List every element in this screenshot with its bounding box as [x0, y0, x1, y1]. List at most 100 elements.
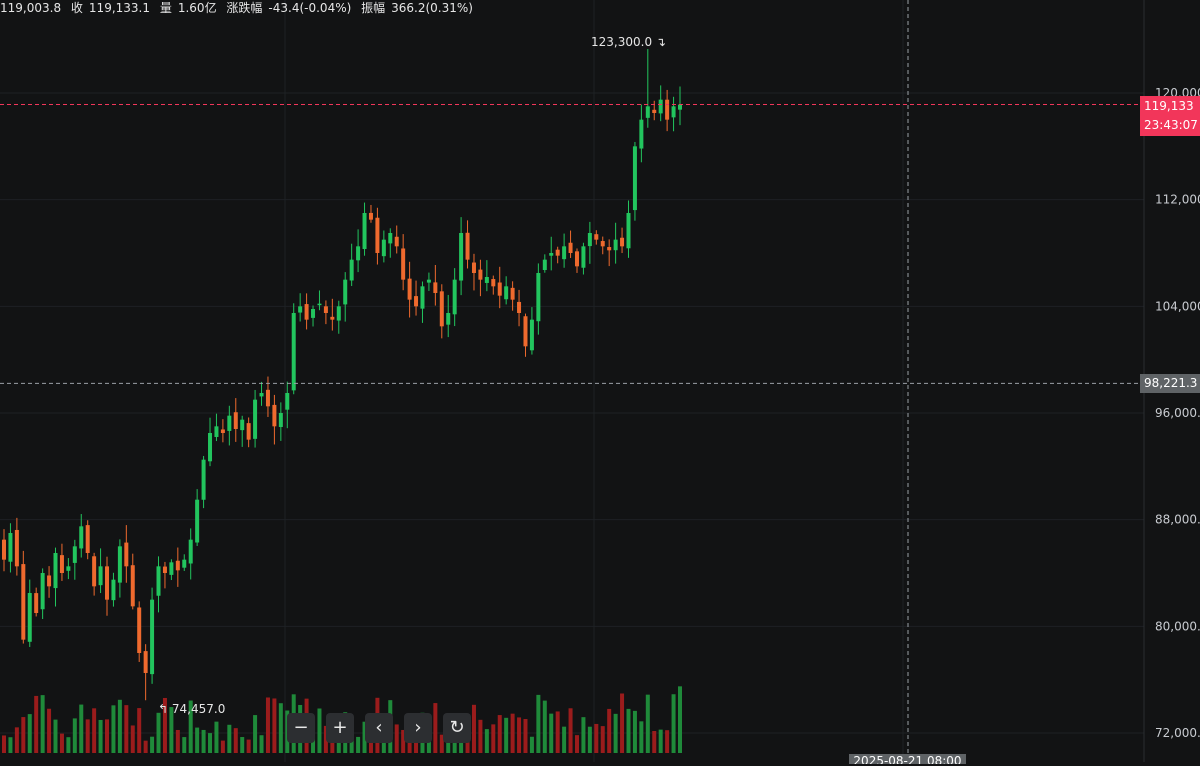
candle-body — [111, 579, 116, 601]
volume-value: 1.60亿 — [177, 1, 217, 15]
candle-body — [2, 539, 6, 560]
close-label: 收 — [70, 1, 83, 15]
candle-body — [201, 459, 206, 500]
candle-body — [517, 301, 522, 313]
volume-bar — [246, 739, 251, 753]
volume-bar — [401, 729, 406, 753]
countdown-timer: 23:43:07 — [1144, 118, 1198, 132]
arrow-down-icon: ↴ — [655, 35, 666, 49]
volume-bar — [613, 713, 618, 753]
scroll-left-icon: ‹ — [375, 717, 383, 738]
candle-body — [465, 232, 470, 260]
volume-bar — [265, 697, 270, 753]
volume-bar — [678, 686, 682, 753]
scroll-right-button[interactable]: › — [404, 713, 432, 743]
volume-bar — [150, 736, 155, 753]
volume-bar — [59, 733, 64, 753]
zoom-in-button[interactable]: + — [326, 713, 354, 743]
volume-bar — [478, 719, 483, 753]
candle-body — [368, 212, 373, 220]
candle-body — [600, 241, 605, 247]
candle-body — [439, 291, 444, 327]
candle-body — [8, 533, 13, 562]
volume-bar — [169, 707, 174, 753]
arrow-up-icon: ↰ — [158, 702, 169, 716]
volume-bar — [208, 733, 213, 753]
volume-bar — [40, 695, 45, 753]
volume-bar — [607, 708, 612, 753]
volume-bar — [471, 704, 476, 753]
low-label: 74,457.0 — [171, 702, 226, 716]
crosshair-time-badge: 2025-08-21 08:00 — [849, 754, 966, 764]
volume-bar — [439, 734, 444, 753]
change-label: 涨跌幅 — [226, 1, 263, 15]
candle-body — [330, 316, 335, 320]
reset-icon: ↻ — [449, 717, 465, 738]
volume-bar — [639, 721, 644, 753]
volume-bar — [491, 724, 496, 753]
grid-lines — [0, 0, 1144, 762]
volume-bar — [201, 729, 206, 753]
volume-bar — [34, 695, 39, 753]
volume-bar — [562, 726, 567, 753]
candle-body — [607, 247, 612, 251]
candle-body — [536, 273, 541, 322]
volume-bar — [536, 694, 541, 753]
volume-bar — [117, 699, 122, 753]
volume-bar — [581, 717, 586, 753]
volume-bar — [124, 705, 129, 753]
volume-bar — [130, 725, 135, 753]
volume-bar — [66, 737, 71, 753]
volume-bar — [542, 700, 547, 753]
candle-body — [452, 279, 457, 315]
candle-body — [79, 526, 84, 549]
volume-bar — [510, 713, 515, 753]
volume-bar — [549, 713, 554, 753]
volume-bar — [8, 737, 13, 753]
candle-body — [105, 566, 110, 600]
volume-bar — [523, 718, 528, 753]
volume-bar — [645, 694, 650, 753]
crosshair-price-badge: 98,221.3 — [1140, 374, 1200, 393]
candle-body — [375, 217, 380, 253]
volume-bar — [356, 736, 361, 753]
candle-body — [304, 304, 309, 320]
candle-body — [298, 306, 303, 313]
candle-body — [587, 233, 592, 247]
candle-body — [574, 251, 579, 267]
candle-body — [47, 575, 52, 587]
candle-body — [658, 99, 663, 114]
crosshair-price-value: 98,221.3 — [1144, 376, 1198, 390]
volume-bar — [504, 717, 509, 753]
zoom-out-button[interactable]: − — [287, 713, 315, 743]
reset-chart-button[interactable]: ↻ — [443, 713, 471, 743]
volume-bar — [414, 736, 419, 753]
candle-body — [343, 279, 348, 305]
candle-body — [156, 566, 161, 596]
scroll-left-button[interactable]: ‹ — [365, 713, 393, 743]
price-tick-label: 72,000. — [1155, 726, 1200, 740]
candle-body — [549, 253, 554, 256]
candle-body — [581, 246, 586, 268]
volume-bar — [452, 735, 457, 753]
candle-body — [278, 413, 283, 428]
volume-bar — [105, 719, 110, 753]
candle-body — [336, 306, 341, 321]
candle-body — [484, 277, 489, 283]
candle-body — [394, 236, 399, 247]
candle-body — [478, 269, 483, 280]
candle-body — [66, 566, 71, 571]
candle-body — [175, 560, 180, 571]
candle-body — [510, 287, 515, 300]
candle-body — [317, 303, 322, 306]
candle-body — [220, 429, 225, 433]
candle-body — [426, 279, 431, 283]
candle-body — [227, 415, 232, 431]
candle-body — [388, 233, 393, 244]
volume-bar — [652, 730, 657, 753]
high-marker: 123,300.0 ↴ — [591, 35, 666, 49]
candle-body — [645, 106, 650, 118]
volume-bar — [626, 708, 631, 753]
